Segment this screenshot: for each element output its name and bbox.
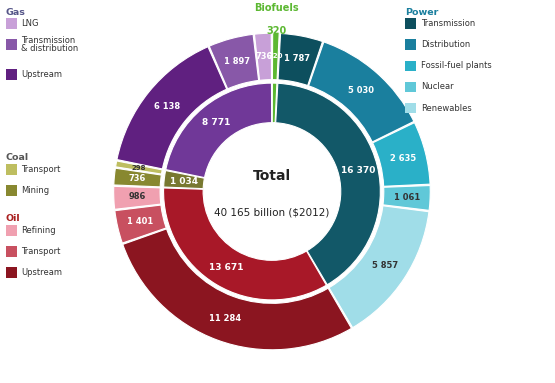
Text: 40 165 billion ($2012): 40 165 billion ($2012) xyxy=(214,207,330,217)
Text: 5 857: 5 857 xyxy=(372,261,398,270)
Text: Upstream: Upstream xyxy=(21,70,62,79)
Text: Upstream: Upstream xyxy=(21,268,62,277)
Text: LNG: LNG xyxy=(21,19,39,28)
Text: Total: Total xyxy=(253,169,291,183)
Text: Biofuels: Biofuels xyxy=(254,3,299,13)
Wedge shape xyxy=(114,187,161,210)
Wedge shape xyxy=(372,123,430,186)
Text: 986: 986 xyxy=(128,192,145,201)
Wedge shape xyxy=(114,168,162,187)
Wedge shape xyxy=(276,83,380,285)
Wedge shape xyxy=(273,83,277,123)
Text: Renewables: Renewables xyxy=(421,103,471,113)
Text: 2 635: 2 635 xyxy=(390,154,416,163)
Text: Refining: Refining xyxy=(21,226,56,235)
Text: 1 787: 1 787 xyxy=(284,54,310,63)
Text: 298: 298 xyxy=(132,165,146,171)
Wedge shape xyxy=(115,161,162,174)
Text: 8 771: 8 771 xyxy=(201,118,230,128)
Text: Power: Power xyxy=(405,8,438,16)
Text: Oil: Oil xyxy=(6,214,20,223)
Wedge shape xyxy=(166,83,271,178)
Wedge shape xyxy=(278,33,322,85)
Wedge shape xyxy=(329,206,429,328)
Text: Transmission: Transmission xyxy=(421,19,475,28)
Text: 1 401: 1 401 xyxy=(127,218,154,226)
Text: Coal: Coal xyxy=(6,153,29,162)
Text: Mining: Mining xyxy=(21,186,49,195)
Text: 6 138: 6 138 xyxy=(154,102,180,111)
Text: 11 284: 11 284 xyxy=(209,314,241,323)
Wedge shape xyxy=(164,170,204,189)
Text: 736: 736 xyxy=(129,174,146,183)
Text: 1 897: 1 897 xyxy=(224,57,250,65)
Text: Transmission: Transmission xyxy=(21,36,75,46)
Text: Fossil-fuel plants: Fossil-fuel plants xyxy=(421,61,491,70)
Text: Transport: Transport xyxy=(21,247,60,256)
Text: Transport: Transport xyxy=(21,165,60,174)
Wedge shape xyxy=(309,42,414,142)
Wedge shape xyxy=(254,33,271,80)
Wedge shape xyxy=(123,229,351,350)
Wedge shape xyxy=(164,188,326,300)
Text: 5 030: 5 030 xyxy=(349,86,374,95)
Text: 736: 736 xyxy=(255,52,273,61)
Text: 1 034: 1 034 xyxy=(170,177,198,186)
Text: Gas: Gas xyxy=(6,8,26,16)
Text: 13 671: 13 671 xyxy=(209,263,244,272)
Wedge shape xyxy=(117,47,227,169)
Wedge shape xyxy=(115,205,166,243)
Wedge shape xyxy=(383,185,430,210)
Text: & distribution: & distribution xyxy=(21,44,78,53)
Text: 320: 320 xyxy=(266,26,286,36)
Text: Nuclear: Nuclear xyxy=(421,82,453,92)
Text: Distribution: Distribution xyxy=(421,40,470,49)
Wedge shape xyxy=(273,33,279,80)
Text: 1 061: 1 061 xyxy=(393,193,420,201)
Text: 320: 320 xyxy=(268,54,282,59)
Wedge shape xyxy=(209,34,259,89)
Text: 16 370: 16 370 xyxy=(341,166,375,175)
